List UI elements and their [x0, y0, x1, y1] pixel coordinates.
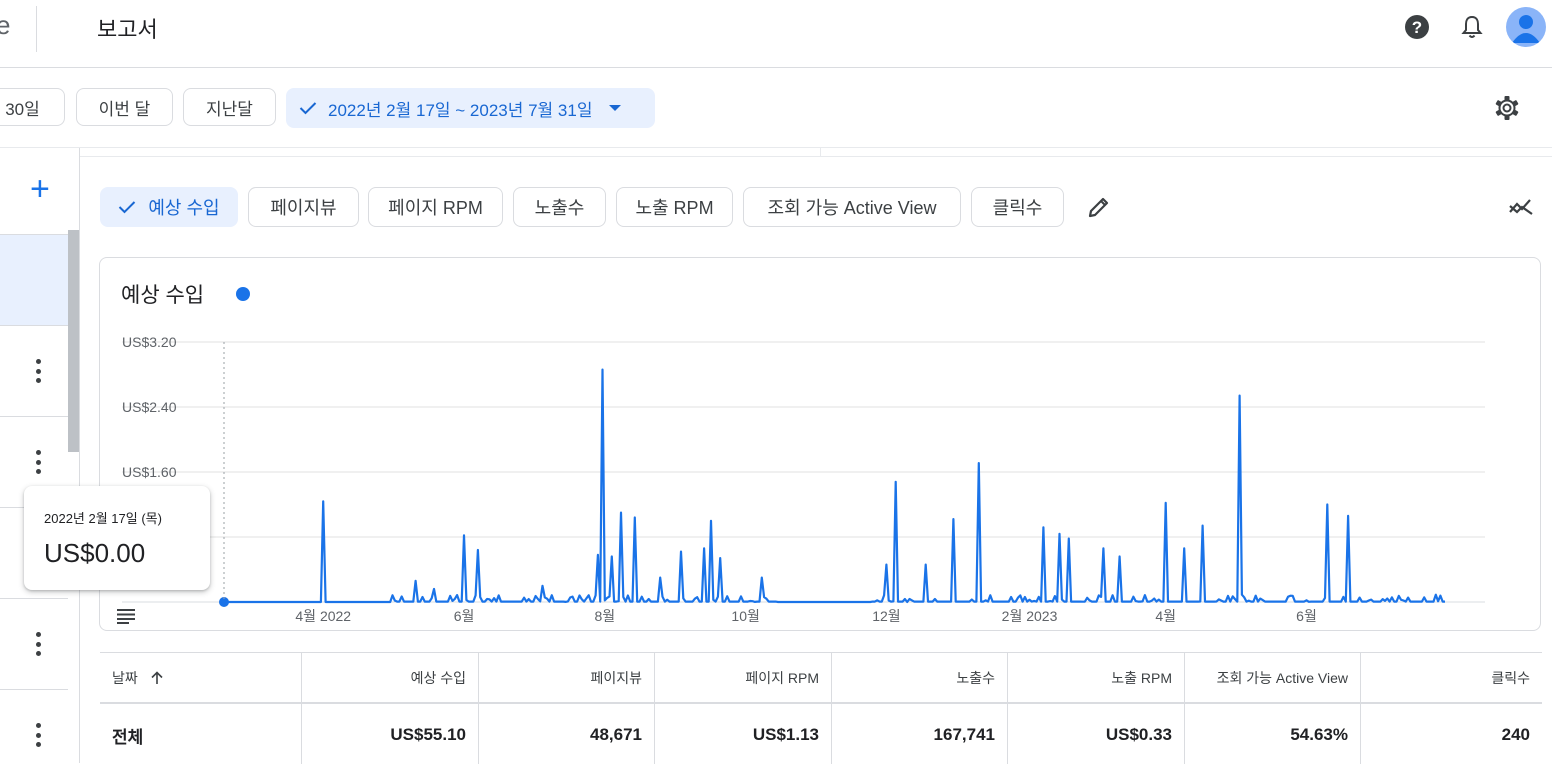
chip-label: 클릭수 [992, 198, 1043, 218]
header-label: 예상 수입 [410, 669, 466, 686]
chart-card [99, 257, 1541, 631]
check-icon [299, 101, 317, 115]
more-vert-icon[interactable] [31, 723, 45, 747]
table-header-impression-rpm[interactable]: 노출 RPM [1007, 653, 1184, 704]
metric-chip-active-view[interactable]: 조회 가능 Active View [743, 187, 961, 227]
row-divider [0, 689, 68, 690]
report-table: 날짜 예상 수입 페이지뷰 페이지 RPM 노출수 노출 RPM 조회 가능 A… [100, 652, 1542, 764]
column-divider [654, 653, 655, 764]
metric-chip-clicks[interactable]: 클릭수 [971, 187, 1064, 227]
chart-tooltip: 2022년 2월 17일 (목) US$0.00 [24, 486, 210, 590]
chip-label: 30일 [5, 99, 40, 119]
table-header-page-views[interactable]: 페이지뷰 [478, 653, 654, 704]
more-vert-icon[interactable] [31, 359, 45, 383]
help-icon[interactable]: ? [1404, 14, 1430, 40]
chip-label: 지난달 [206, 99, 253, 119]
page-title: 보고서 [97, 17, 158, 42]
total-active-view: 54.63% [1290, 725, 1348, 744]
chip-label: 예상 수입 [148, 198, 220, 218]
table-header-date[interactable]: 날짜 [100, 653, 301, 704]
header-label: 조회 가능 Active View [1216, 669, 1348, 686]
top-bar [0, 0, 1552, 68]
chip-label: 조회 가능 Active View [767, 198, 937, 218]
row-divider [0, 598, 68, 599]
row-divider [0, 416, 68, 417]
chip-label: 노출수 [534, 198, 585, 218]
more-vert-icon[interactable] [31, 632, 45, 656]
header-label: 날짜 [112, 669, 138, 686]
header-divider [36, 6, 37, 52]
total-page-rpm: US$1.13 [752, 725, 819, 744]
menu-icon[interactable] [116, 608, 136, 624]
tooltip-date: 2022년 2월 17일 (목) [44, 511, 162, 526]
content-divider [80, 156, 1552, 157]
date-range-label: 2022년 2월 17일 ~ 2023년 7월 31일 [328, 100, 593, 120]
table-header-active-view[interactable]: 조회 가능 Active View [1184, 653, 1360, 704]
header-label: 페이지뷰 [590, 669, 642, 686]
metric-chip-page-rpm[interactable]: 페이지 RPM [368, 187, 503, 227]
selected-report-item[interactable] [0, 234, 68, 326]
gear-icon[interactable] [1493, 94, 1521, 122]
total-clicks: 240 [1501, 725, 1530, 744]
header-label: 클릭수 [1491, 669, 1530, 686]
bell-icon[interactable] [1460, 14, 1484, 40]
metric-chip-impressions[interactable]: 노출수 [513, 187, 606, 227]
check-icon [118, 200, 136, 214]
chip-label: 이번 달 [98, 99, 151, 119]
chip-last-month[interactable]: 지난달 [183, 88, 276, 126]
column-divider [478, 653, 479, 764]
header-label: 노출수 [956, 669, 995, 686]
column-divider [1360, 653, 1361, 764]
pencil-icon[interactable] [1086, 194, 1112, 220]
content-divider [820, 148, 821, 156]
metric-chip-page-views[interactable]: 페이지뷰 [248, 187, 359, 227]
trend-compare-icon[interactable] [1508, 194, 1536, 220]
panel-scrollbar[interactable] [68, 230, 79, 452]
metric-chip-estimated-earnings[interactable]: 예상 수입 [100, 187, 238, 227]
header-label: 페이지 RPM [745, 669, 819, 686]
column-divider [1184, 653, 1185, 764]
total-page-views: 48,671 [590, 725, 642, 744]
table-header-clicks[interactable]: 클릭수 [1360, 653, 1542, 704]
account-avatar-icon[interactable] [1506, 7, 1546, 47]
table-header-page-rpm[interactable]: 페이지 RPM [654, 653, 831, 704]
metric-chip-impression-rpm[interactable]: 노출 RPM [616, 187, 733, 227]
total-estimated-earnings: US$55.10 [390, 725, 466, 744]
table-header-estimated-earnings[interactable]: 예상 수입 [301, 653, 478, 704]
chevron-down-icon [608, 104, 622, 112]
total-impressions: 167,741 [933, 725, 995, 744]
chip-label: 페이지 RPM [388, 198, 483, 218]
chip-label: 노출 RPM [635, 198, 714, 218]
column-divider [831, 653, 832, 764]
header-label: 노출 RPM [1111, 669, 1172, 686]
chip-label: 페이지뷰 [270, 198, 337, 218]
chip-this-month[interactable]: 이번 달 [76, 88, 173, 126]
column-divider [301, 653, 302, 764]
tooltip-value: US$0.00 [44, 538, 146, 568]
chart-title: 예상 수입 [121, 284, 205, 307]
chip-last-30-days[interactable]: 30일 [0, 88, 65, 126]
add-icon[interactable]: + [30, 170, 50, 208]
svg-text:?: ? [1412, 18, 1422, 37]
date-range-picker[interactable]: 2022년 2월 17일 ~ 2023년 7월 31일 [286, 88, 655, 128]
filter-divider [0, 147, 1552, 148]
table-header-impressions[interactable]: 노출수 [831, 653, 1007, 704]
column-divider [1007, 653, 1008, 764]
product-logo-fragment[interactable]: e [0, 10, 11, 40]
total-row-label: 전체 [112, 727, 144, 747]
more-vert-icon[interactable] [31, 450, 45, 474]
legend-dot [236, 287, 250, 301]
total-impression-rpm: US$0.33 [1105, 725, 1172, 744]
arrow-up-icon [150, 670, 164, 685]
